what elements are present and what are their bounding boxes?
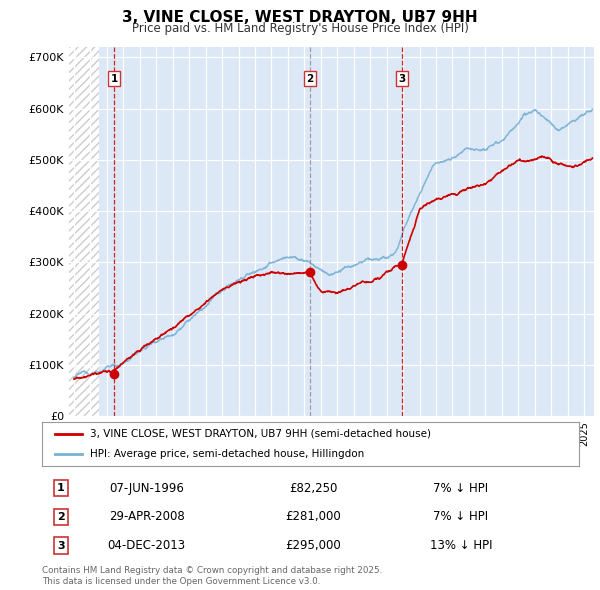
Bar xyxy=(69,47,98,416)
Text: £82,250: £82,250 xyxy=(289,481,337,494)
Text: Contains HM Land Registry data © Crown copyright and database right 2025.
This d: Contains HM Land Registry data © Crown c… xyxy=(42,566,382,586)
Text: 2: 2 xyxy=(57,512,65,522)
Text: 3, VINE CLOSE, WEST DRAYTON, UB7 9HH (semi-detached house): 3, VINE CLOSE, WEST DRAYTON, UB7 9HH (se… xyxy=(91,429,431,439)
Text: HPI: Average price, semi-detached house, Hillingdon: HPI: Average price, semi-detached house,… xyxy=(91,449,365,459)
Text: 2: 2 xyxy=(306,74,313,84)
Text: 1: 1 xyxy=(110,74,118,84)
Text: 29-APR-2008: 29-APR-2008 xyxy=(109,510,185,523)
Text: 13% ↓ HPI: 13% ↓ HPI xyxy=(430,539,492,552)
Text: 7% ↓ HPI: 7% ↓ HPI xyxy=(433,481,488,494)
Text: £281,000: £281,000 xyxy=(286,510,341,523)
Text: 04-DEC-2013: 04-DEC-2013 xyxy=(107,539,186,552)
Text: 7% ↓ HPI: 7% ↓ HPI xyxy=(433,510,488,523)
Text: 3, VINE CLOSE, WEST DRAYTON, UB7 9HH: 3, VINE CLOSE, WEST DRAYTON, UB7 9HH xyxy=(122,10,478,25)
Text: 3: 3 xyxy=(398,74,406,84)
Text: 1: 1 xyxy=(57,483,65,493)
Text: 07-JUN-1996: 07-JUN-1996 xyxy=(109,481,184,494)
Text: Price paid vs. HM Land Registry's House Price Index (HPI): Price paid vs. HM Land Registry's House … xyxy=(131,22,469,35)
Text: £295,000: £295,000 xyxy=(286,539,341,552)
Text: 3: 3 xyxy=(57,540,65,550)
